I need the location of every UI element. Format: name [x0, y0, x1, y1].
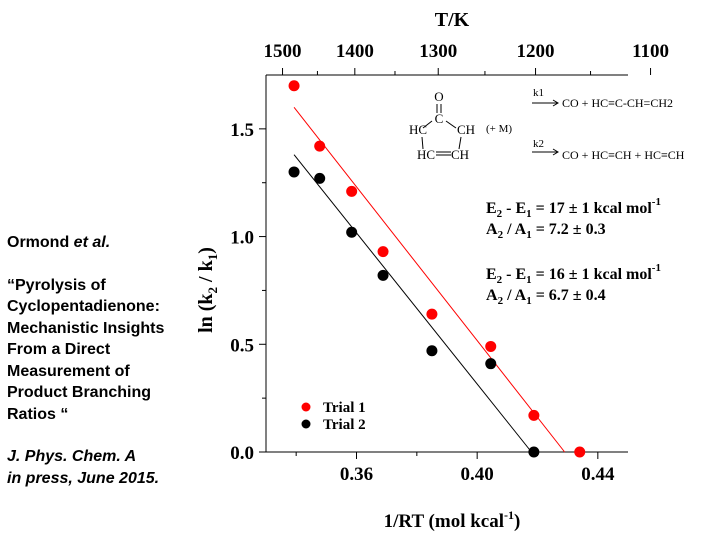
trial1-ratio: A2 / A1 = 7.2 ± 0.3	[486, 221, 606, 241]
point-trial1	[528, 409, 540, 421]
y-axis-label: ln (k2 / k1)	[195, 247, 220, 333]
k2-label: k2	[533, 138, 544, 150]
data-points	[288, 80, 586, 458]
reaction-scheme: O C HC CH HC CH (+ M) k1 CO + HC≡C-CH=CH…	[409, 87, 685, 162]
y-tick-label: 0.0	[230, 443, 254, 464]
legend-marker-trial2	[301, 419, 311, 429]
x-tick-label: 0.40	[461, 464, 494, 485]
x-axis-label: 1/RT (mol kcal-1)	[384, 508, 521, 532]
point-trial1	[346, 185, 358, 197]
x-tick-label: 0.44	[581, 464, 615, 485]
molecule-oxygen: O	[434, 89, 443, 104]
point-trial1	[426, 308, 438, 320]
point-trial1	[574, 446, 586, 458]
molecule-hc-bottom: HC	[417, 147, 435, 162]
product2-label: CO + HC≡CH + HC≡CH	[562, 148, 685, 162]
fit-lines	[293, 107, 566, 453]
fit-line-trial1	[293, 107, 566, 453]
trial2-energy: E2 - E1 = 16 ± 1 kcal mol-1	[486, 262, 661, 286]
point-trial1	[314, 140, 326, 152]
molecule-ch-bottom: CH	[451, 147, 469, 162]
trial1-energy: E2 - E1 = 17 ± 1 kcal mol-1	[486, 196, 661, 220]
top-tick-label: 1200	[517, 41, 555, 62]
y-tick-label: 1.5	[230, 120, 254, 141]
point-trial2	[377, 269, 389, 281]
x-tick-label: 0.36	[340, 464, 373, 485]
point-trial1	[485, 340, 497, 352]
point-trial2	[528, 446, 540, 458]
product1-label: CO + HC≡C-CH=CH2	[562, 96, 673, 110]
y-tick-label: 1.0	[230, 228, 254, 249]
point-trial1	[377, 246, 389, 258]
top-tick-label: 1100	[632, 41, 669, 62]
point-trial2	[485, 358, 497, 370]
legend-marker-trial1	[301, 402, 311, 412]
y-tick-label: 0.5	[230, 335, 254, 356]
axis-ticks	[259, 68, 652, 459]
top-tick-label: 1300	[419, 41, 457, 62]
citation-title: “Pyrolysis of Cyclopentadienone: Mechani…	[7, 276, 165, 423]
top-tick-label: 1500	[264, 41, 302, 62]
molecule-hc-left: HC	[409, 122, 427, 137]
axis-tick-labels: 0.36 0.40 0.44 0.0 0.5 1.0 1.5 1500 1400 1300 1200…	[230, 41, 669, 485]
k1-label: k1	[533, 87, 544, 99]
point-trial2	[314, 172, 326, 184]
fit-line-trial2	[293, 154, 532, 453]
legend: Trial 1 Trial 2	[301, 400, 366, 433]
citation-author: Ormond et al.	[7, 234, 111, 251]
point-trial2	[346, 226, 358, 238]
citation-status: in press, June 2015.	[7, 469, 160, 487]
point-trial2	[426, 345, 438, 357]
fit-annotations: E2 - E1 = 17 ± 1 kcal mol-1 A2 / A1 = 7.…	[486, 196, 661, 307]
top-tick-label: 1400	[336, 41, 374, 62]
point-trial2	[288, 166, 300, 178]
citation-journal: J. Phys. Chem. A	[7, 448, 137, 465]
legend-label-trial1: Trial 1	[323, 400, 366, 416]
molecule-carbonyl-c: C	[435, 111, 444, 126]
trial2-ratio: A2 / A1 = 6.7 ± 0.4	[486, 287, 606, 307]
plot-frame	[265, 74, 628, 453]
top-axis-label: T/K	[435, 9, 470, 31]
third-body-label: (+ M)	[486, 123, 512, 135]
point-trial1	[288, 80, 300, 92]
molecule-ch-right: CH	[457, 122, 475, 137]
legend-label-trial2: Trial 2	[323, 417, 366, 433]
citation-block: Ormond et al. “Pyrolysis of Cyclopentadi…	[7, 232, 192, 489]
